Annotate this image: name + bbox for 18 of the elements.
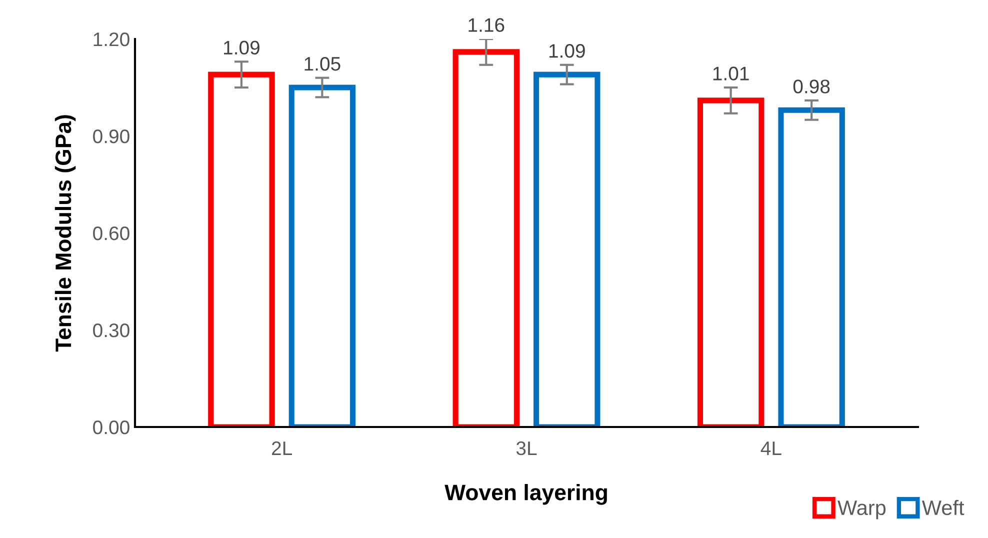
legend-label: Warp <box>838 500 886 520</box>
x-axis-title: Woven layering <box>444 484 607 505</box>
data-label: 1.01 <box>713 66 749 80</box>
data-label: 1.16 <box>468 18 504 32</box>
x-tick-label: 4L <box>760 442 782 455</box>
data-label: 1.05 <box>304 56 340 71</box>
y-tick-label: 0.30 <box>93 323 130 338</box>
y-tick-label: 1.20 <box>94 32 130 46</box>
data-label: 1.09 <box>224 40 260 55</box>
legend-label: Weft <box>922 500 964 516</box>
y-axis-title: Tensile Modulus (GPa) <box>54 115 76 352</box>
data-label: 0.98 <box>793 80 830 94</box>
x-tick-label: 2L <box>272 441 292 455</box>
y-tick-label: 0.90 <box>93 129 130 144</box>
y-tick-label: 0.60 <box>93 226 130 240</box>
data-label: 1.09 <box>549 44 585 58</box>
x-tick-label: 3L <box>516 441 537 456</box>
y-tick-label: 0.00 <box>93 420 130 434</box>
